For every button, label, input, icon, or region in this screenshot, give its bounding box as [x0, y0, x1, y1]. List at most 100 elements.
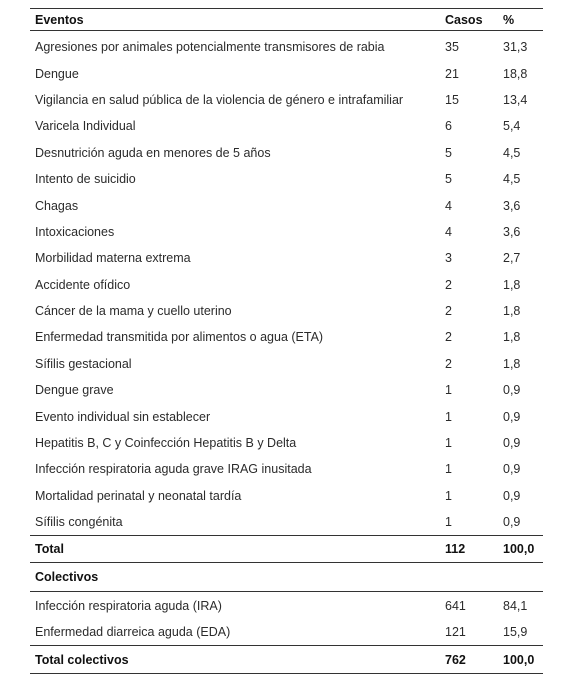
percent-cell: 18,8: [503, 66, 528, 81]
event-cell: Morbilidad materna extrema: [35, 251, 191, 266]
event-cell: Mortalidad perinatal y neonatal tardía: [35, 488, 242, 503]
cases-cell: 5: [445, 145, 452, 160]
table-row: Dengue 21 18,8: [30, 60, 543, 86]
cases-cell: 15: [445, 92, 459, 107]
percent-cell: 5,4: [503, 119, 521, 134]
percent-cell: 84,1: [503, 598, 528, 613]
event-cell: Infección respiratoria aguda grave IRAG …: [35, 462, 312, 477]
header-row: Eventos Casos %: [30, 8, 543, 31]
percent-cell: 3,6: [503, 224, 521, 239]
total-colectivos-row: Total colectivos 762 100,0: [30, 645, 543, 675]
total-label: Total: [30, 535, 440, 564]
total-row: Total 112 100,0: [30, 535, 543, 564]
percent-cell: 1,8: [503, 304, 521, 319]
table-row: Vigilancia en salud pública de la violen…: [30, 87, 543, 113]
table-row: Sífilis gestacional 2 1,8: [30, 351, 543, 377]
cases-cell: 2: [445, 277, 452, 292]
cases-cell: 1: [445, 383, 452, 398]
table-row: Enfermedad diarreica aguda (EDA) 121 15,9: [30, 619, 543, 646]
cases-cell: 1: [445, 515, 452, 530]
event-cell: Infección respiratoria aguda (IRA): [35, 598, 222, 613]
table-row: Varicela Individual 6 5,4: [30, 113, 543, 139]
event-cell: Sífilis congénita: [35, 515, 123, 530]
table-row: Sífilis congénita 1 0,9: [30, 509, 543, 536]
event-cell: Cáncer de la mama y cuello uterino: [35, 304, 232, 319]
event-cell: Accidente ofídico: [35, 277, 131, 292]
percent-cell: 100,0: [498, 645, 543, 675]
event-cell: Intoxicaciones: [35, 224, 115, 239]
percent-cell: 3,6: [503, 198, 521, 213]
table-row: Infección respiratoria aguda grave IRAG …: [30, 456, 543, 482]
event-cell: Enfermedad transmitida por alimentos o a…: [35, 330, 324, 345]
table-row: Hepatitis B, C y Coinfección Hepatitis B…: [30, 430, 543, 456]
table-row: Dengue grave 1 0,9: [30, 377, 543, 403]
table-row: Accidente ofídico 2 1,8: [30, 272, 543, 298]
total-colectivos-label: Total colectivos: [30, 645, 440, 675]
event-cell: Enfermedad diarreica aguda (EDA): [35, 625, 231, 640]
event-cell: Varicela Individual: [35, 119, 136, 134]
percent-cell: 31,3: [503, 40, 528, 55]
cases-cell: 762: [440, 645, 498, 675]
event-cell: Evento individual sin establecer: [35, 409, 211, 424]
table-row: Intento de suicidio 5 4,5: [30, 166, 543, 192]
percent-cell: 1,8: [503, 277, 521, 292]
percent-cell: 13,4: [503, 92, 528, 107]
cases-cell: 2: [445, 356, 452, 371]
event-cell: Dengue: [35, 66, 79, 81]
event-cell: Agresiones por animales potencialmente t…: [35, 40, 385, 55]
percent-cell: 0,9: [503, 409, 521, 424]
section-heading-row: Colectivos: [30, 562, 543, 593]
cases-cell: 2: [445, 304, 452, 319]
percent-cell: 0,9: [503, 515, 521, 530]
table-body: Agresiones por animales potencialmente t…: [30, 31, 543, 675]
cases-cell: 1: [445, 409, 452, 424]
percent-cell: 4,5: [503, 145, 521, 160]
cases-cell: 1: [445, 488, 452, 503]
event-cell: Sífilis gestacional: [35, 356, 132, 371]
percent-cell: 0,9: [503, 436, 521, 451]
table-row: Enfermedad transmitida por alimentos o a…: [30, 324, 543, 350]
table-row: Agresiones por animales potencialmente t…: [30, 31, 543, 61]
percent-cell: 0,9: [503, 383, 521, 398]
event-cell: Chagas: [35, 198, 79, 213]
cases-cell: 2: [445, 330, 452, 345]
table-row: Infección respiratoria aguda (IRA) 641 84,…: [30, 592, 543, 619]
percent-cell: 100,0: [498, 535, 543, 564]
cases-cell: 21: [445, 66, 459, 81]
empty-cell: [498, 562, 543, 593]
table-row: Cáncer de la mama y cuello uterino 2 1,8: [30, 298, 543, 324]
percent-cell: 0,9: [503, 462, 521, 477]
cases-cell: 4: [445, 198, 452, 213]
events-table: Eventos Casos % Agresiones por animales …: [30, 8, 543, 675]
table-row: Chagas 4 3,6: [30, 192, 543, 218]
percent-cell: 1,8: [503, 356, 521, 371]
table-row: Morbilidad materna extrema 3 2,7: [30, 245, 543, 271]
header-casos: Casos: [440, 8, 498, 31]
cases-cell: 3: [445, 251, 452, 266]
event-cell: Desnutrición aguda en menores de 5 años: [35, 145, 271, 160]
event-cell: Intento de suicidio: [35, 172, 136, 187]
cases-cell: 1: [445, 462, 452, 477]
cases-cell: 641: [445, 598, 466, 613]
event-cell: Vigilancia en salud pública de la violen…: [35, 92, 404, 107]
cases-cell: 4: [445, 224, 452, 239]
cases-cell: 1: [445, 436, 452, 451]
event-cell: Hepatitis B, C y Coinfección Hepatitis B…: [35, 436, 297, 451]
table-row: Intoxicaciones 4 3,6: [30, 219, 543, 245]
percent-cell: 0,9: [503, 488, 521, 503]
cases-cell: 112: [440, 535, 498, 564]
percent-cell: 2,7: [503, 251, 521, 266]
header-pct: %: [498, 8, 543, 31]
table-row: Desnutrición aguda en menores de 5 años 5…: [30, 140, 543, 166]
cases-cell: 121: [445, 625, 466, 640]
percent-cell: 4,5: [503, 172, 521, 187]
percent-cell: 1,8: [503, 330, 521, 345]
cases-cell: 5: [445, 172, 452, 187]
percent-cell: 15,9: [503, 625, 528, 640]
table-row: Evento individual sin establecer 1 0,9: [30, 403, 543, 429]
table-header: Eventos Casos %: [30, 8, 543, 31]
table-row: Mortalidad perinatal y neonatal tardía 1 0…: [30, 483, 543, 509]
cases-cell: 35: [445, 40, 459, 55]
event-cell: Dengue grave: [35, 383, 114, 398]
cases-cell: 6: [445, 119, 452, 134]
